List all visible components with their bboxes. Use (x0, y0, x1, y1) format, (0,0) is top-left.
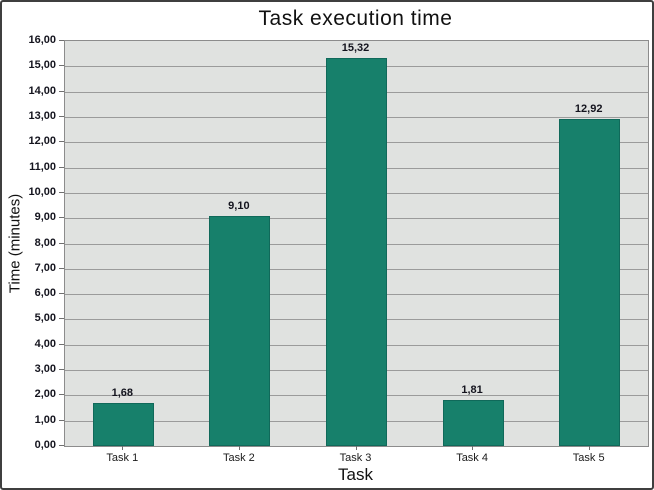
x-axis-title: Task (338, 465, 373, 484)
x-tick-label: Task 2 (222, 452, 255, 464)
x-tick-label: Task 5 (572, 452, 605, 464)
y-tick-label: 10,00 (28, 185, 56, 198)
plot-area (64, 40, 649, 447)
bar (92, 403, 154, 446)
y-tick-label: 11,00 (29, 160, 56, 173)
y-tick-mark (59, 293, 64, 295)
y-tick-label: 8,00 (34, 236, 56, 249)
x-tick-mark (472, 446, 474, 450)
y-tick-label: 15,00 (28, 59, 56, 72)
y-tick-mark (59, 242, 64, 244)
y-tick-label: 5,00 (34, 312, 56, 325)
x-tick-label: Task 3 (339, 452, 372, 464)
y-tick-mark (59, 318, 64, 320)
y-tick-label: 1,00 (34, 413, 56, 426)
y-tick-mark (59, 65, 64, 67)
bar (559, 118, 621, 446)
y-tick-label: 13,00 (28, 109, 56, 122)
x-tick-label: Task 4 (456, 452, 488, 464)
bar (209, 215, 271, 446)
y-tick-mark (59, 217, 64, 219)
bar-value-label: 1,68 (111, 387, 133, 400)
bar-value-label: 15,32 (341, 42, 370, 55)
y-tick-label: 3,00 (34, 363, 56, 376)
y-tick-mark (59, 191, 64, 193)
bar (442, 400, 504, 446)
y-tick-label: 12,00 (28, 135, 56, 148)
y-tick-mark (59, 166, 64, 168)
y-tick-label: 9,00 (34, 211, 56, 224)
y-tick-mark (59, 115, 64, 117)
y-tick-label: 16,00 (28, 34, 56, 46)
y-tick-mark (59, 419, 64, 421)
y-tick-mark (59, 394, 64, 396)
x-tick-mark (238, 446, 240, 450)
y-tick-label: 7,00 (34, 261, 56, 274)
x-tick-mark (355, 446, 357, 450)
y-tick-label: 14,00 (28, 84, 56, 97)
y-tick-label: 0,00 (34, 439, 56, 451)
y-tick-mark (59, 90, 64, 92)
bar-value-label: 12,92 (574, 102, 603, 115)
bar-value-label: 1,81 (461, 384, 483, 397)
y-tick-mark (59, 267, 64, 269)
y-tick-label: 2,00 (34, 388, 56, 401)
chart-title: Task execution time (258, 7, 453, 30)
x-tick-mark (122, 446, 124, 450)
y-tick-mark (59, 40, 64, 41)
y-tick-mark (59, 445, 64, 446)
x-tick-label: Task 1 (106, 452, 139, 464)
bar-value-label: 9,10 (228, 199, 250, 212)
y-tick-mark (59, 141, 64, 143)
y-tick-mark (59, 343, 64, 345)
y-tick-mark (59, 369, 64, 371)
y-tick-label: 6,00 (34, 287, 56, 300)
x-tick-mark (588, 446, 590, 450)
bar (326, 58, 387, 446)
y-tick-label: 4,00 (34, 337, 56, 350)
